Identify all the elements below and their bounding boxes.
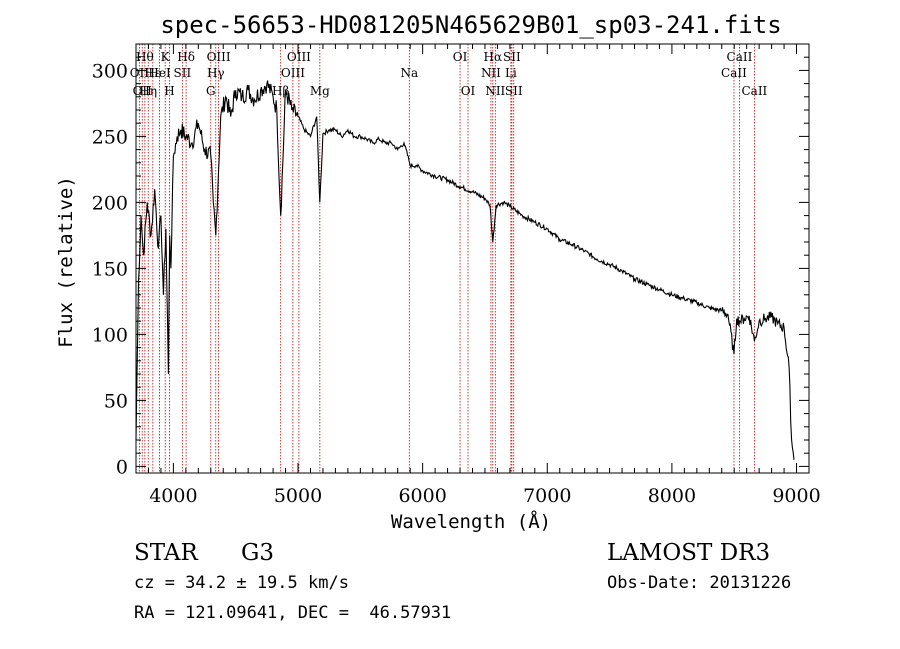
y-tick-label: 150 bbox=[92, 258, 128, 280]
redshift-readout: cz = 34.2 ± 19.5 km/s bbox=[134, 573, 349, 593]
line-label-hei: HeI bbox=[148, 66, 171, 80]
y-tick-label: 300 bbox=[92, 60, 128, 82]
line-label-oiii: OIII bbox=[207, 50, 231, 64]
x-axis-label: Wavelength (Å) bbox=[391, 510, 551, 533]
x-tick-label: 7000 bbox=[523, 485, 571, 507]
x-tick-label: 9000 bbox=[772, 485, 820, 507]
y-tick-label: 0 bbox=[116, 456, 128, 478]
line-label-oii: OII bbox=[130, 66, 150, 80]
line-label-hη: Hη bbox=[139, 84, 157, 98]
line-label-na: Na bbox=[400, 66, 418, 80]
y-axis-ticks: 0 50 100 150 200 250 300 bbox=[92, 56, 809, 478]
x-tick-label: 4000 bbox=[149, 485, 197, 507]
line-label-hε: Hε bbox=[144, 66, 161, 80]
line-label-k: K bbox=[161, 50, 171, 64]
survey-release: LAMOST DR3 bbox=[607, 540, 771, 566]
object-class: STAR bbox=[134, 540, 198, 566]
spectral-line-labels: OIIOIIHθHηHεHeIKHSIIHδGHγOIIIHβOIIIOIIIM… bbox=[130, 50, 768, 98]
line-label-caii: CaII bbox=[727, 50, 753, 64]
line-label-hα: Hα bbox=[484, 50, 503, 64]
y-axis-label: Flux (relative) bbox=[55, 176, 77, 348]
line-label-hγ: Hγ bbox=[207, 66, 225, 80]
x-tick-label: 8000 bbox=[648, 485, 696, 507]
line-label-oi: OI bbox=[461, 84, 476, 98]
x-tick-label: 6000 bbox=[398, 485, 446, 507]
line-label-oii: OII bbox=[133, 84, 153, 98]
line-label-hθ: Hθ bbox=[136, 50, 154, 64]
line-label-caii: CaII bbox=[741, 84, 767, 98]
spectrum-series-line bbox=[135, 80, 795, 460]
line-label-oi: OI bbox=[453, 50, 468, 64]
line-label-li: Li bbox=[505, 66, 517, 80]
observation-date: Obs-Date: 20131226 bbox=[607, 573, 792, 593]
line-label-caii: CaII bbox=[721, 66, 747, 80]
line-label-nii: NII bbox=[485, 84, 505, 98]
x-axis-ticks: 4000 5000 6000 7000 8000 9000 bbox=[147, 44, 821, 507]
spectral-subclass: G3 bbox=[241, 540, 275, 566]
chart-title: spec-56653-HD081205N465629B01_sp03-241.f… bbox=[160, 11, 781, 39]
line-label-nii: NII bbox=[481, 66, 501, 80]
line-label-mg: Mg bbox=[310, 84, 330, 98]
line-label-sii: SII bbox=[503, 50, 521, 64]
y-tick-label: 200 bbox=[92, 192, 128, 214]
spectral-line-markers bbox=[138, 44, 755, 473]
x-tick-label: 5000 bbox=[274, 485, 322, 507]
plot-frame bbox=[135, 43, 810, 474]
y-tick-label: 50 bbox=[104, 390, 128, 412]
line-label-oiii: OIII bbox=[281, 66, 305, 80]
line-label-h: H bbox=[164, 84, 174, 98]
line-label-g: G bbox=[206, 84, 216, 98]
y-tick-label: 250 bbox=[92, 126, 128, 148]
y-tick-label: 100 bbox=[92, 324, 128, 346]
line-label-sii: SII bbox=[505, 84, 523, 98]
line-label-oiii: OIII bbox=[287, 50, 311, 64]
sky-coordinates: RA = 121.09641, DEC = 46.57931 bbox=[134, 603, 452, 623]
line-label-sii: SII bbox=[174, 66, 192, 80]
line-label-hδ: Hδ bbox=[177, 50, 195, 64]
